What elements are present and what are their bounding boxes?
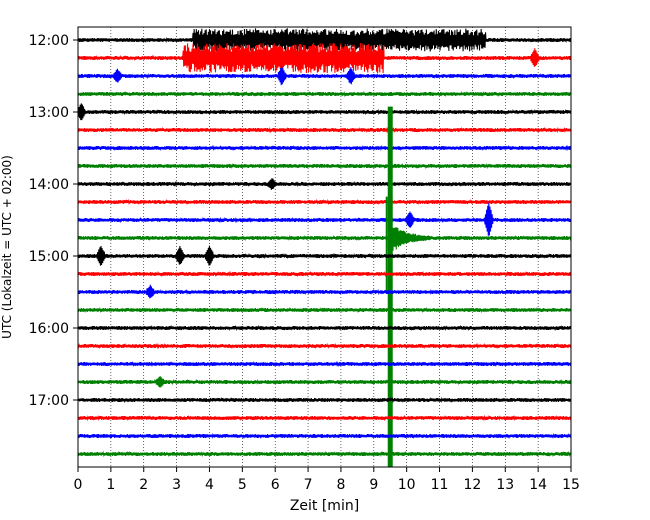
trace-line [77,28,572,52]
trace-line [77,270,572,278]
x-tick-label: 12 [463,477,481,493]
trace-line [77,342,572,350]
trace-line [77,162,572,170]
trace-line [77,66,572,86]
trace-line [77,221,572,254]
grid-lines [110,27,539,467]
x-tick-label: 6 [271,477,280,493]
plot-frame [77,26,572,468]
y-axis-ticks: 12:00 13:00 14:00 15:00 16:00 17:00 [29,33,78,409]
trace-line [77,245,572,266]
x-tick-label: 4 [205,477,214,493]
earthquake-signal [387,106,393,467]
trace-line [77,432,572,440]
x-tick-label: 3 [172,477,181,493]
x-tick-label: 11 [431,477,449,493]
x-tick-label: 14 [529,477,547,493]
trace-line [77,178,572,190]
trace-line [77,376,572,388]
trace-lines [77,28,572,467]
x-tick-label: 8 [336,477,345,493]
trace-line [77,42,572,74]
x-tick-label: 10 [398,477,416,493]
x-tick-label: 0 [74,477,83,493]
y-axis-title: UTC (Lokalzeit = UTC + 02:00) [0,155,14,339]
trace-line [77,306,572,314]
trace-line [77,103,572,121]
x-tick-label: 9 [369,477,378,493]
y-tick-label: 15:00 [29,249,69,265]
trace-line [77,202,572,236]
trace-line [77,396,572,404]
x-axis-title: Zeit [min] [290,498,359,514]
y-tick-label: 13:00 [29,105,69,121]
x-axis-ticks: 0 1 2 3 4 5 6 7 8 9 10 11 12 13 14 15 [74,467,580,493]
trace-line [77,450,572,458]
trace-line [77,324,572,332]
x-tick-label: 7 [304,477,313,493]
trace-line [77,198,572,206]
trace-line [77,126,572,134]
trace-line [77,360,572,368]
x-tick-label: 5 [238,477,247,493]
y-tick-label: 14:00 [29,177,69,193]
trace-line [77,284,572,299]
trace-line [77,414,572,422]
x-tick-label: 2 [139,477,148,493]
x-tick-label: 13 [496,477,514,493]
x-tick-label: 15 [562,477,580,493]
y-tick-label: 17:00 [29,393,69,409]
trace-line [77,90,572,98]
y-tick-label: 16:00 [29,321,69,337]
y-tick-label: 12:00 [29,33,69,49]
x-tick-label: 1 [106,477,115,493]
trace-line [77,144,572,152]
